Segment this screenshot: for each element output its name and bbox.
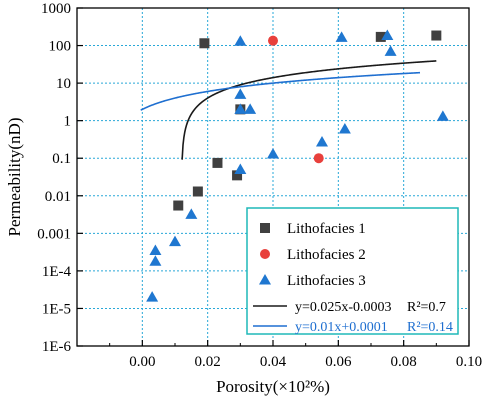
y-tick-label: 10 [56, 76, 71, 92]
data-point-triangle [381, 29, 394, 41]
x-tick-label: 0.06 [325, 354, 352, 370]
data-point-circle [313, 153, 324, 164]
data-point-triangle [234, 163, 247, 175]
y-tick-label: 0.01 [45, 189, 71, 205]
data-point-triangle [234, 103, 247, 114]
trend-lines [140, 60, 437, 160]
data-point-triangle [384, 45, 397, 56]
data-point-triangle [149, 255, 162, 266]
data-point-square [431, 30, 442, 41]
data-point-triangle [436, 110, 449, 121]
data-point-square [199, 38, 210, 49]
legend-label: Lithofacies 1 [287, 221, 366, 237]
legend-label: Lithofacies 3 [287, 273, 366, 289]
y-axis-title: Permeability(nD) [5, 118, 24, 237]
x-tick-label: 0.08 [391, 354, 417, 370]
data-point-triangle [316, 136, 328, 147]
legend-fit-label: y=0.01x+0.0001 [295, 320, 388, 335]
data-point-triangle [146, 291, 159, 302]
legend-marker-triangle [259, 274, 271, 285]
y-tick-label: 1 [64, 114, 72, 130]
data-point-triangle [335, 31, 348, 42]
data-point-triangle [267, 147, 279, 159]
data-point-triangle [234, 88, 247, 99]
data-point-triangle [338, 122, 351, 134]
y-tick-label: 0.001 [37, 226, 71, 242]
legend: Lithofacies 1 Lithofacies 2 Lithofacies 3 y… [246, 207, 459, 335]
data-point-triangle [234, 35, 247, 46]
legend-box [246, 207, 459, 335]
data-point-triangle [149, 244, 162, 255]
data-point-square [192, 186, 203, 197]
legend-fit-r2: R²=0.7 [407, 300, 446, 315]
legend-marker-square [260, 223, 270, 233]
x-tick-label: 0.10 [456, 354, 482, 370]
legend-fit-label: y=0.025x-0.0003 [295, 300, 392, 315]
data-point-square [375, 31, 386, 42]
fit-line-2 [140, 71, 421, 111]
fit-line-1 [181, 60, 437, 160]
data-point-triangle [169, 235, 181, 247]
data-point-square [212, 157, 223, 168]
data-point-square [232, 170, 243, 181]
y-tick-label: 1000 [41, 1, 71, 17]
x-axis-title: Porosity(×10²%) [216, 377, 330, 396]
legend-fit-r2: R²=0.14 [407, 320, 453, 335]
y-tick-label: 1E-4 [42, 264, 72, 280]
data-point-circle [268, 35, 278, 46]
x-tick-label: 0.00 [129, 354, 155, 370]
y-tick-label: 100 [49, 39, 72, 55]
y-tick-label: 1E-5 [42, 301, 71, 317]
y-tick-label: 0.1 [52, 151, 71, 167]
tick-labels: 0.00 0.02 0.04 0.06 0.08 0.10 1E-6 1E-5 1E-4 0.00… [37, 1, 482, 370]
data-points [146, 29, 449, 302]
y-tick-label: 1E-6 [42, 339, 72, 355]
x-tick-label: 0.02 [195, 354, 221, 370]
data-point-triangle [185, 208, 198, 219]
data-point-square [173, 200, 184, 211]
data-point-triangle [244, 103, 257, 114]
legend-marker-circle [260, 249, 270, 259]
axis-ticks [77, 7, 470, 347]
legend-label: Lithofacies 2 [287, 247, 366, 263]
x-tick-label: 0.04 [260, 354, 287, 370]
